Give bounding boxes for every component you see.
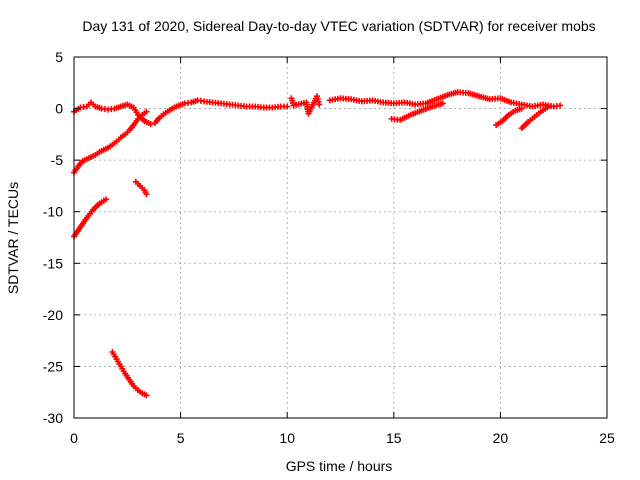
- series-track-1: [71, 97, 291, 128]
- data-point: [143, 392, 150, 399]
- y-tick-label: 0: [55, 101, 63, 117]
- x-tick-label: 0: [70, 430, 78, 446]
- axis-layer: 0 5 10 15 20 25 5 0 -5 -10 -15 -20 -25 -30: [43, 49, 615, 446]
- data-point: [284, 103, 291, 110]
- x-tick-label: 15: [386, 430, 402, 446]
- data-point: [439, 100, 446, 107]
- data-point: [147, 121, 154, 128]
- x-tick-label: 25: [599, 430, 615, 446]
- data-point: [143, 191, 150, 198]
- series-track-3: [71, 196, 109, 240]
- data-point: [518, 105, 525, 112]
- series-track-4: [132, 178, 150, 198]
- data-layer: [71, 89, 564, 399]
- x-axis-label: GPS time / hours: [286, 458, 393, 474]
- series-track-5: [109, 348, 150, 399]
- series-track-9: [493, 105, 525, 129]
- y-tick-label: -30: [43, 410, 63, 426]
- data-point: [557, 102, 564, 109]
- x-tick-label: 20: [493, 430, 509, 446]
- series-track-7: [326, 89, 564, 110]
- plot-frame: [73, 56, 608, 419]
- data-point: [316, 101, 323, 108]
- series-track-6: [288, 93, 323, 117]
- grid-layer: [74, 57, 607, 418]
- y-tick-label: -10: [43, 204, 63, 220]
- data-point: [102, 196, 109, 203]
- y-tick-label: -5: [51, 152, 64, 168]
- series-track-2: [71, 108, 150, 176]
- x-tick-label: 5: [177, 430, 185, 446]
- series-track-8: [388, 100, 446, 123]
- y-tick-label: -25: [43, 358, 63, 374]
- y-tick-label: -20: [43, 307, 63, 323]
- y-tick-label: -15: [43, 255, 63, 271]
- x-tick-label: 10: [279, 430, 295, 446]
- y-axis-label: SDTVAR / TECUs: [5, 182, 21, 294]
- chart-title: Day 131 of 2020, Sidereal Day-to-day VTE…: [82, 18, 595, 34]
- series-track-10: [518, 104, 551, 132]
- y-tick-label: 5: [55, 49, 63, 65]
- data-point: [544, 104, 551, 111]
- data-point: [143, 108, 150, 115]
